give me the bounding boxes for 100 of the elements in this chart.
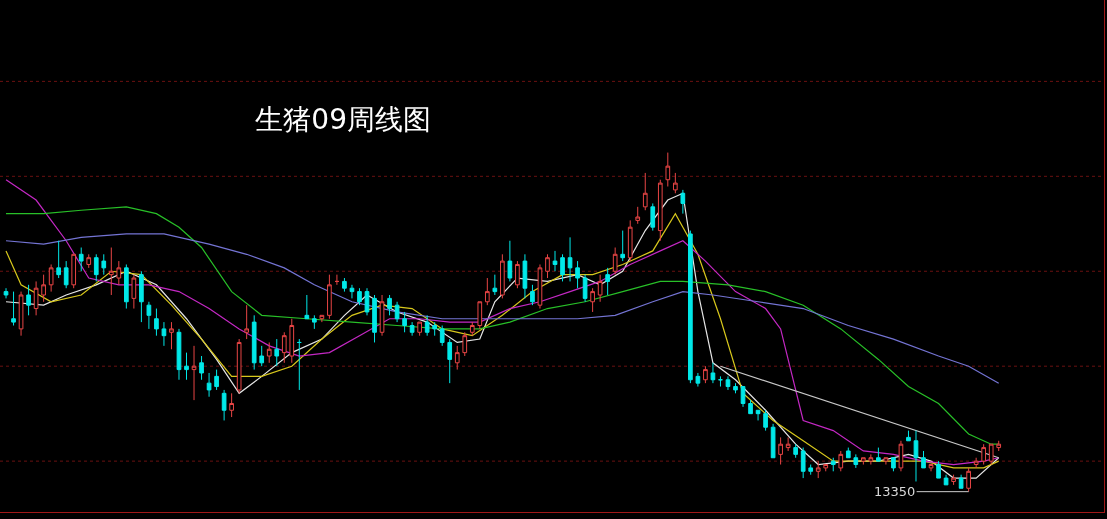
candlestick bbox=[966, 467, 971, 493]
candlestick bbox=[988, 443, 994, 466]
candlestick bbox=[853, 453, 859, 469]
candlestick bbox=[131, 274, 137, 310]
candlestick bbox=[372, 294, 377, 343]
candlestick bbox=[996, 440, 1002, 452]
candlestick bbox=[221, 389, 227, 421]
candlestick bbox=[500, 253, 505, 299]
candlestick bbox=[342, 277, 347, 293]
candlestick bbox=[454, 345, 460, 371]
candlestick bbox=[251, 314, 257, 371]
candlestick bbox=[530, 284, 535, 306]
candlestick bbox=[891, 457, 896, 472]
chart-title: 生猪09周线图 bbox=[255, 103, 431, 137]
candlestick bbox=[635, 206, 641, 225]
candlestick bbox=[312, 314, 317, 330]
candlestick bbox=[41, 274, 46, 303]
candlestick bbox=[379, 294, 385, 337]
candlestick bbox=[3, 287, 9, 299]
candlestick bbox=[296, 338, 302, 391]
candlestick bbox=[387, 294, 392, 316]
candlestick bbox=[515, 260, 520, 289]
candlestick bbox=[447, 338, 453, 384]
candlestick bbox=[349, 284, 355, 299]
candlestick bbox=[650, 202, 656, 232]
candlestick bbox=[86, 253, 92, 269]
candlestick bbox=[274, 338, 280, 367]
candlestick bbox=[259, 345, 265, 367]
candlestick bbox=[733, 382, 738, 394]
candlestick bbox=[665, 152, 671, 187]
candlestick bbox=[116, 260, 122, 286]
candlestick bbox=[808, 464, 814, 476]
annotation: 13350 bbox=[874, 484, 916, 499]
candlestick bbox=[612, 247, 618, 276]
candlestick bbox=[883, 457, 889, 466]
candlestick bbox=[176, 328, 182, 381]
candlestick bbox=[229, 392, 234, 418]
candlestick bbox=[409, 321, 415, 337]
candlestick bbox=[477, 301, 483, 330]
candlestick bbox=[703, 365, 708, 384]
candlestick bbox=[868, 453, 874, 466]
candlestick bbox=[169, 321, 174, 350]
candlestick bbox=[63, 260, 69, 289]
candlestick bbox=[680, 189, 686, 215]
candlestick bbox=[740, 386, 746, 408]
candlestick bbox=[154, 308, 159, 337]
candlestick bbox=[958, 474, 964, 489]
candlestick bbox=[206, 372, 212, 398]
candlestick bbox=[981, 443, 987, 466]
candlestick bbox=[26, 284, 31, 316]
candlestick bbox=[861, 457, 866, 466]
candlestick bbox=[898, 440, 904, 472]
candlestick bbox=[748, 399, 753, 415]
candlestick bbox=[943, 474, 949, 486]
candlestick bbox=[951, 474, 956, 486]
candlestick bbox=[545, 253, 550, 279]
candlestick bbox=[146, 301, 152, 330]
candlestick bbox=[695, 372, 701, 388]
candlestick bbox=[597, 274, 603, 303]
candlestick bbox=[537, 263, 543, 310]
candlestick bbox=[906, 430, 911, 442]
candlestick bbox=[928, 464, 934, 472]
candlestick bbox=[620, 230, 626, 262]
candlestick bbox=[469, 321, 475, 337]
candlestick bbox=[191, 345, 197, 401]
candlestick bbox=[484, 277, 490, 306]
candlestick bbox=[394, 301, 400, 323]
candlestick bbox=[334, 274, 340, 286]
candlestick bbox=[11, 291, 16, 327]
candlestick bbox=[417, 321, 422, 337]
candlestick bbox=[161, 321, 167, 347]
candlestick bbox=[763, 409, 768, 432]
candlestick bbox=[793, 443, 798, 459]
candlestick bbox=[830, 457, 836, 472]
candlestick bbox=[507, 240, 513, 282]
candlestick bbox=[845, 447, 851, 459]
candlestick bbox=[582, 274, 588, 303]
candlestick bbox=[101, 253, 107, 276]
candlestick bbox=[139, 270, 144, 323]
candlestick bbox=[567, 236, 573, 282]
candlestick bbox=[108, 247, 114, 296]
candlestick bbox=[492, 274, 498, 296]
candlestick bbox=[214, 369, 219, 391]
candlestick bbox=[657, 179, 663, 242]
candlestick bbox=[266, 341, 272, 364]
candlestick bbox=[838, 450, 844, 472]
candlestick bbox=[236, 338, 242, 394]
candlestick bbox=[56, 240, 61, 279]
candlestick bbox=[33, 280, 39, 316]
candlestick bbox=[672, 172, 678, 194]
candlestick bbox=[289, 318, 295, 364]
candlestick bbox=[785, 436, 791, 452]
candlestick bbox=[590, 287, 595, 313]
candlestick bbox=[184, 352, 189, 381]
candlestick bbox=[627, 219, 633, 262]
candlestick bbox=[71, 253, 77, 289]
candlestick bbox=[710, 362, 716, 384]
candlestick bbox=[913, 430, 919, 482]
candlestick bbox=[424, 314, 430, 337]
candlestick bbox=[770, 423, 776, 459]
